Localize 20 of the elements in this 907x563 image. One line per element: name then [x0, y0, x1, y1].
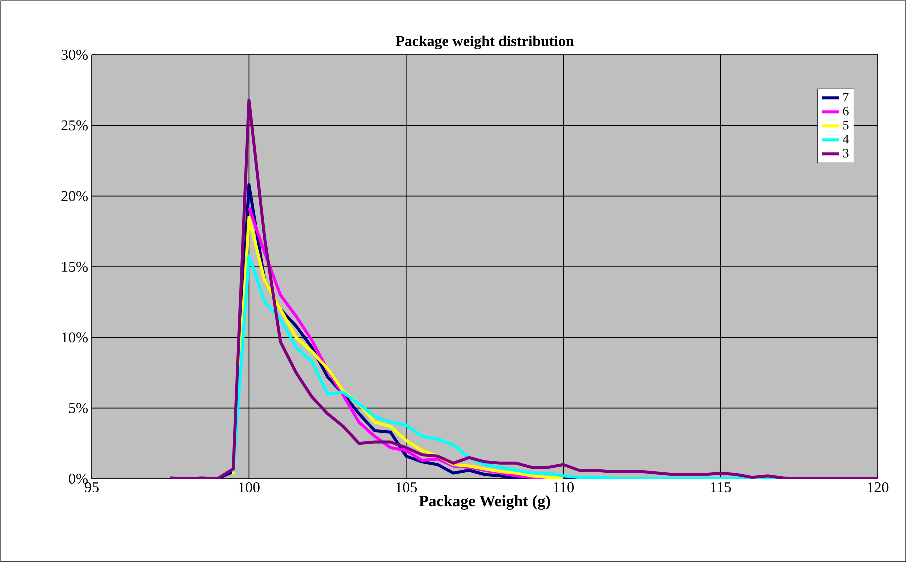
x-tick-label: 105 [396, 482, 418, 493]
y-tick-label: 25% [62, 120, 88, 131]
y-tick-label: 5% [69, 403, 88, 414]
legend-label: 7 [844, 93, 849, 102]
y-tick-label: 0% [69, 474, 88, 484]
legend-label: 5 [844, 121, 849, 130]
x-axis-title: Package Weight (g) [419, 495, 550, 510]
legend-label: 6 [843, 107, 849, 116]
x-tick-label: 110 [554, 482, 574, 493]
y-tick-label: 20% [62, 191, 88, 202]
x-tick-label: 100 [239, 482, 260, 493]
chart-title: Package weight distribution [396, 36, 574, 50]
legend-label: 3 [843, 149, 849, 158]
y-tick-label: 10% [62, 332, 88, 343]
x-tick-label: 95 [85, 482, 99, 493]
legend-label: 4 [843, 135, 850, 144]
y-tick-label: 30% [62, 50, 88, 60]
y-tick-label: 15% [62, 262, 88, 272]
x-tick-label: 120 [868, 482, 889, 493]
x-tick-label: 115 [711, 482, 732, 493]
